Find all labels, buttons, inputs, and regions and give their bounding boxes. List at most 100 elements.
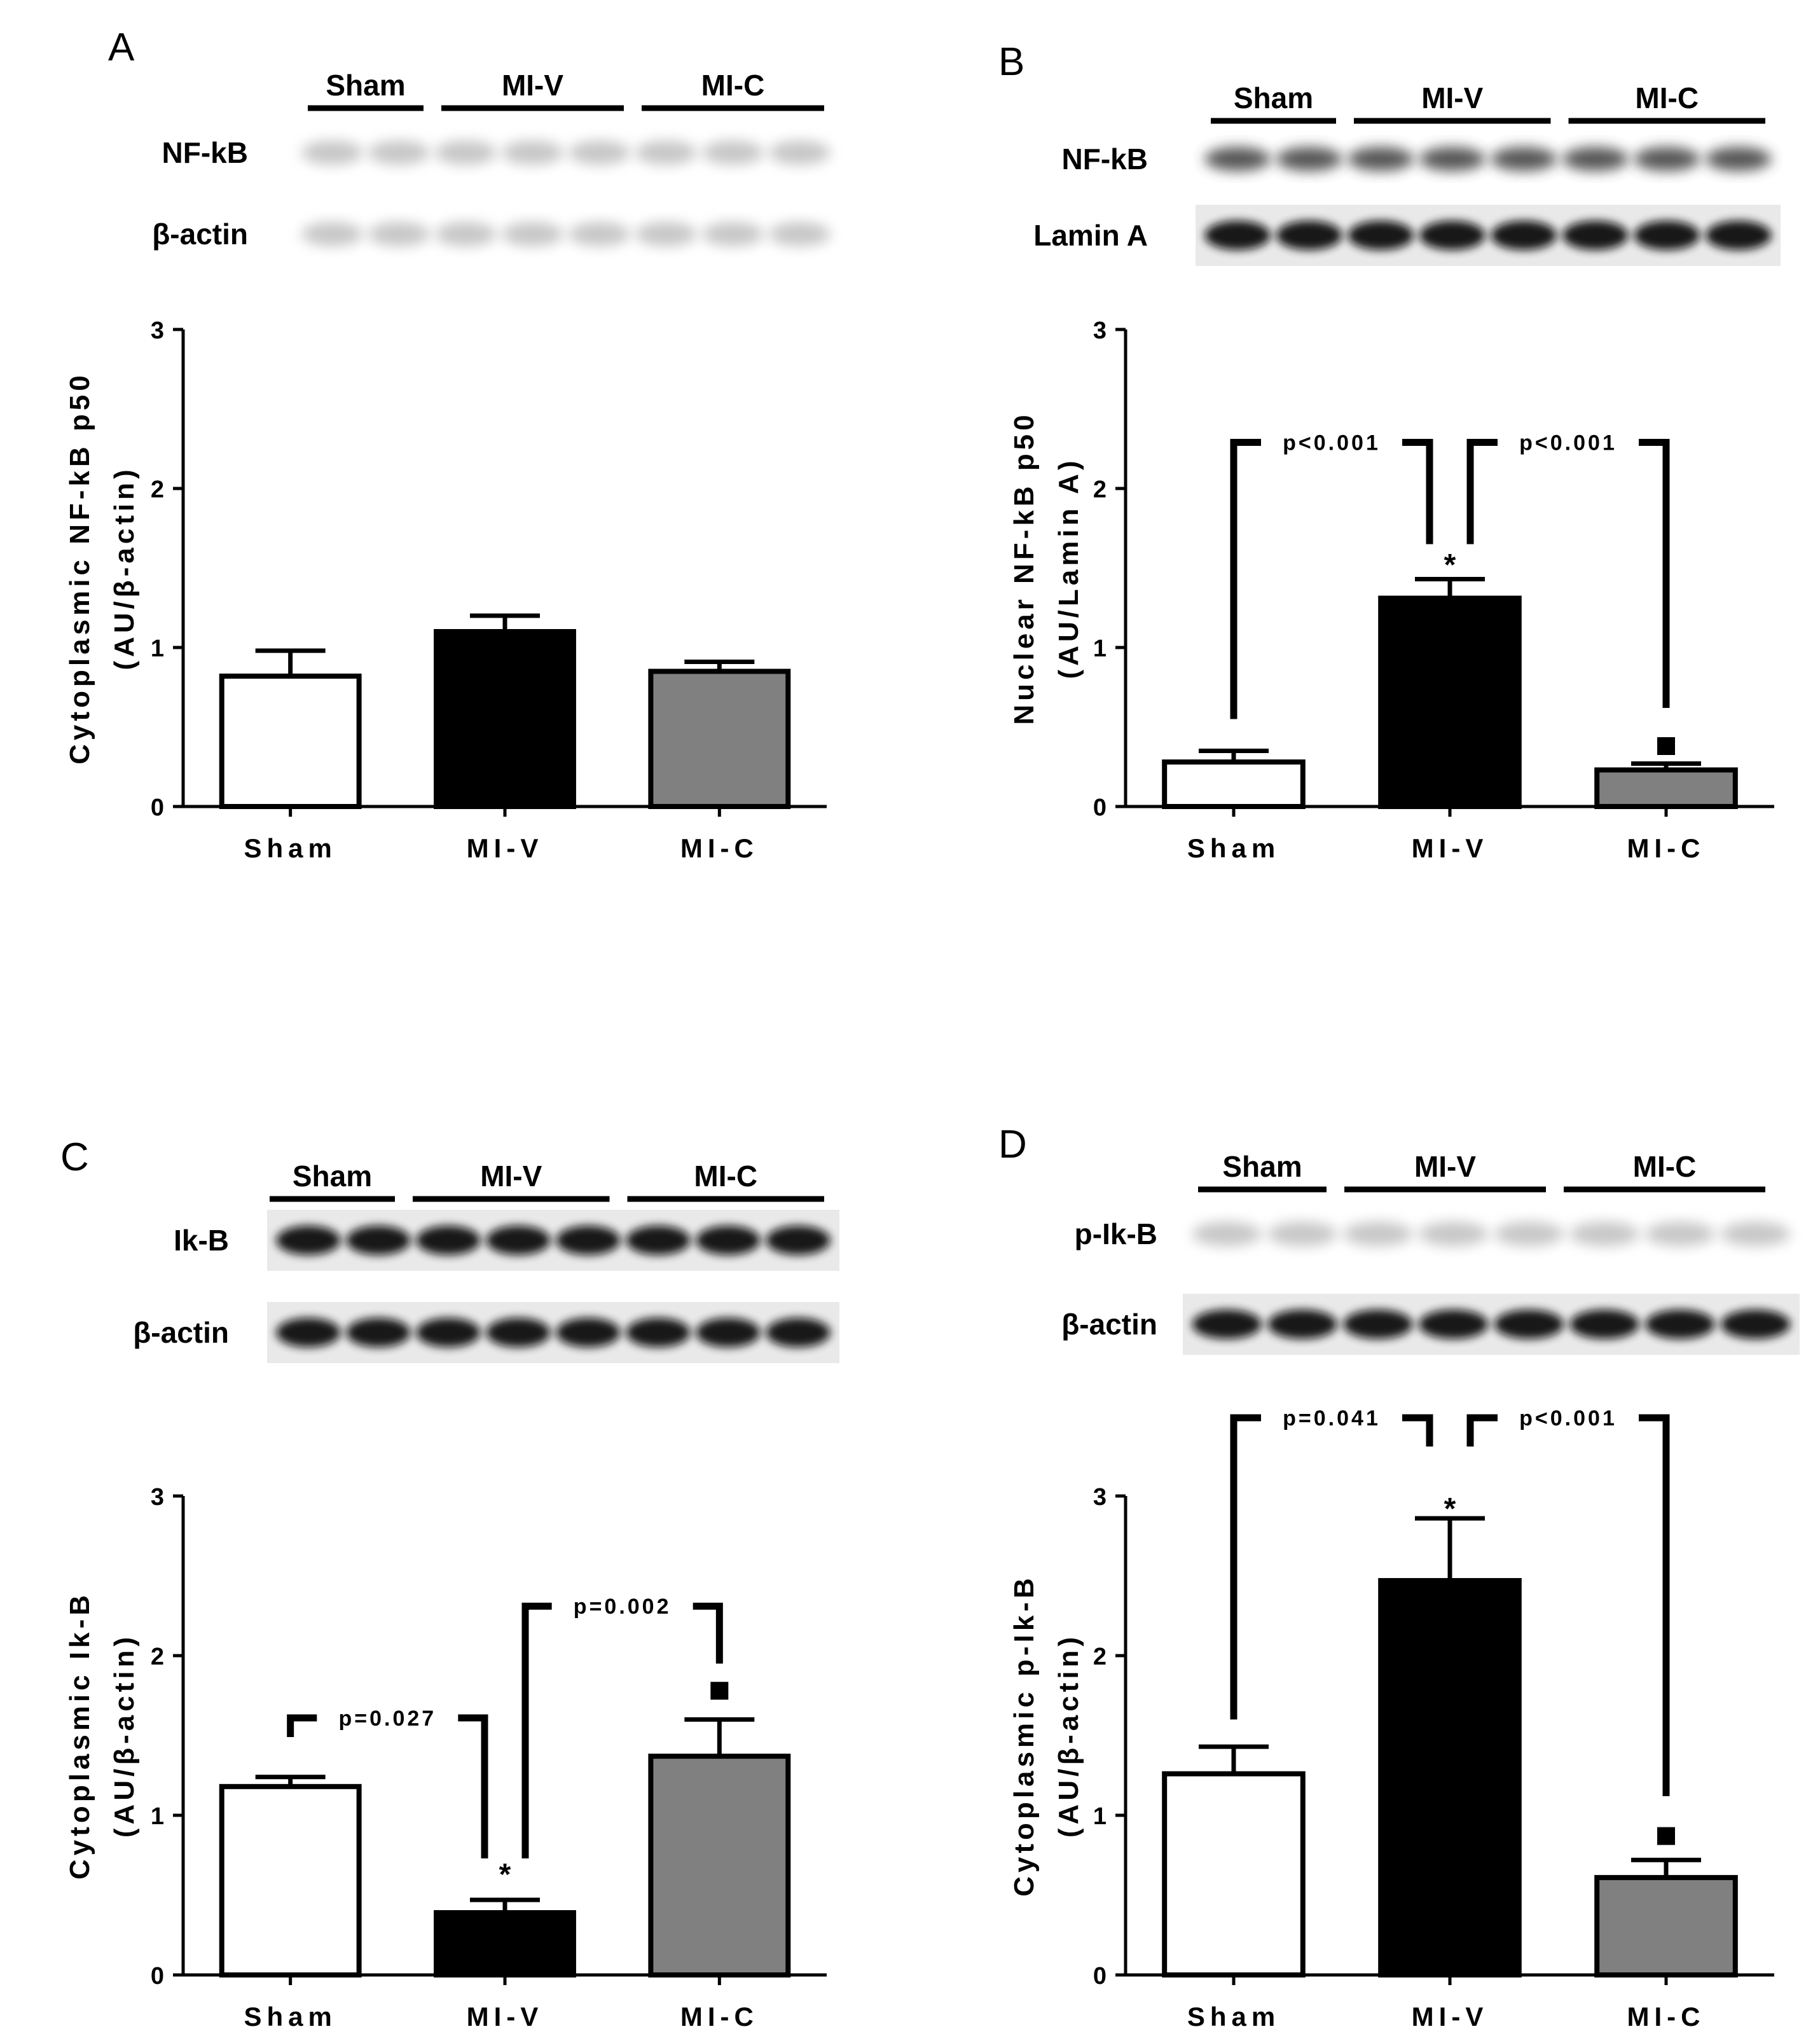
bar-sham xyxy=(219,674,362,809)
blot-band xyxy=(435,141,497,165)
blot-band xyxy=(1721,1222,1791,1246)
blot-band xyxy=(1419,147,1486,171)
blot-band xyxy=(1634,221,1700,250)
y-tick-label: 0 xyxy=(151,1963,164,1990)
blot-band xyxy=(1348,221,1414,250)
blot-group-label: MI-C xyxy=(701,69,765,102)
blot-band xyxy=(486,1318,551,1347)
blot-band xyxy=(368,222,430,246)
blot-band xyxy=(569,222,630,246)
panel-letter: B xyxy=(998,40,1024,84)
blot-band xyxy=(1348,147,1414,171)
western-blot: Sham MI-V MI-C p-Ik-B β-actin xyxy=(1061,1150,1800,1355)
bar-sham xyxy=(219,1783,362,1978)
blot-band-label: NF-kB xyxy=(162,136,248,169)
blot-group-label: Sham xyxy=(1234,81,1313,114)
x-tick-label: MI-C xyxy=(680,2002,759,2032)
y-tick-label: 1 xyxy=(1093,1803,1106,1830)
comparison-label-bg xyxy=(1261,1399,1402,1437)
blot-band xyxy=(276,1318,341,1347)
panel-b: B Sham MI-V MI-C NF-kB Lamin A 0 1 2 3 Nuclear NF-… xyxy=(998,40,1781,863)
blot-band xyxy=(696,1318,761,1347)
significance-square-marker xyxy=(710,1682,729,1700)
y-tick-label: 0 xyxy=(1093,794,1106,821)
y-axis-label: Nuclear NF-kB p50 xyxy=(1009,411,1040,724)
blot-band xyxy=(635,141,697,165)
blot-band xyxy=(1491,221,1557,250)
significance-star: * xyxy=(1444,1492,1456,1526)
comparison-p-value: p<0.001 xyxy=(1519,431,1617,455)
blot-band xyxy=(696,1226,761,1255)
panel-c: C Sham MI-V MI-C Ik-B β-actin 0 1 2 3 Cytoplasmic … xyxy=(60,1135,839,2032)
blot-band xyxy=(556,1226,621,1255)
blot-band xyxy=(1419,221,1486,250)
x-tick-label: MI-V xyxy=(1412,2002,1489,2032)
x-tick-label: MI-C xyxy=(1627,2002,1706,2032)
y-tick-label: 3 xyxy=(151,1484,164,1511)
significance-star: * xyxy=(1444,548,1456,582)
bar-sham xyxy=(1162,1771,1306,1977)
blot-group-label: MI-V xyxy=(480,1160,542,1193)
blot-band xyxy=(702,222,764,246)
x-tick-label: Sham xyxy=(1187,833,1280,863)
blot-band xyxy=(1634,147,1700,171)
blot-band xyxy=(486,1226,551,1255)
blot-band xyxy=(1204,147,1271,171)
blot-band xyxy=(1419,1222,1489,1246)
panel-letter: A xyxy=(108,25,135,69)
blot-group-label: MI-C xyxy=(1633,1150,1697,1183)
panel-a: A Sham MI-V MI-C NF-kB β-actin 0 1 2 3 Cytoplasmic… xyxy=(64,25,831,863)
comparison-p-value: p=0.041 xyxy=(1283,1406,1381,1430)
blot-band xyxy=(556,1318,621,1347)
comparison-label-bg xyxy=(317,1698,458,1737)
blot-band xyxy=(1204,221,1271,250)
blot-band xyxy=(1569,1310,1639,1339)
bar-mi-c xyxy=(1594,1874,1738,1977)
blot-band xyxy=(1192,1222,1262,1246)
bar-mi-v xyxy=(434,629,576,809)
bar-mi-c xyxy=(648,1754,791,1977)
blot-band xyxy=(276,1226,341,1255)
western-blot: Sham MI-V MI-C Ik-B β-actin xyxy=(133,1160,839,1363)
blot-group-label: MI-C xyxy=(694,1160,757,1193)
bar-chart: 0 1 2 3 Cytoplasmic NF-kB p50 (AU/β-actin) Sha… xyxy=(64,317,827,863)
y-axis-label-units: (AU/Lamin A) xyxy=(1053,457,1084,679)
significance-star: * xyxy=(499,1858,511,1892)
comparison-label-bg xyxy=(1498,1399,1639,1437)
blot-band xyxy=(416,1318,481,1347)
y-axis-label: Cytoplasmic NF-kB p50 xyxy=(64,371,95,764)
blot-band xyxy=(1192,1310,1262,1339)
blot-group-label: Sham xyxy=(1222,1150,1302,1183)
blot-band xyxy=(626,1318,691,1347)
blot-band-label: β-actin xyxy=(152,218,248,251)
blot-band-label: p-Ik-B xyxy=(1075,1217,1157,1250)
blot-group-label: MI-V xyxy=(1414,1150,1476,1183)
x-tick-label: MI-C xyxy=(1627,833,1706,863)
blot-band-label: NF-kB xyxy=(1062,142,1148,176)
y-tick-label: 2 xyxy=(1093,476,1106,503)
blot-band xyxy=(1276,147,1342,171)
blot-band xyxy=(346,1318,411,1347)
bar-chart: 0 1 2 3 Cytoplasmic p-Ik-B (AU/β-actin) Sham MI… xyxy=(1009,1399,1774,2032)
blot-band xyxy=(1267,1222,1337,1246)
blot-band xyxy=(502,141,563,165)
bar-sham xyxy=(1162,759,1306,809)
bar-mi-v xyxy=(1378,1578,1522,1977)
x-tick-label: MI-V xyxy=(1412,833,1489,863)
blot-band xyxy=(1569,1222,1639,1246)
blot-band xyxy=(346,1226,411,1255)
comparison-label-bg xyxy=(1498,423,1639,462)
y-axis-label: Cytoplasmic Ik-B xyxy=(64,1591,95,1880)
x-tick-label: MI-V xyxy=(467,2002,544,2032)
blot-group-label: MI-C xyxy=(1635,81,1699,114)
blot-band xyxy=(1343,1222,1413,1246)
y-axis-label-units: (AU/β-actin) xyxy=(109,1633,140,1838)
x-tick-label: MI-C xyxy=(680,833,759,863)
blot-band-label: Ik-B xyxy=(174,1224,229,1257)
blot-band xyxy=(1276,221,1342,250)
blot-band xyxy=(769,222,831,246)
blot-group-label: MI-V xyxy=(502,69,563,102)
y-tick-label: 3 xyxy=(1093,1484,1106,1511)
blot-band xyxy=(1267,1310,1337,1339)
